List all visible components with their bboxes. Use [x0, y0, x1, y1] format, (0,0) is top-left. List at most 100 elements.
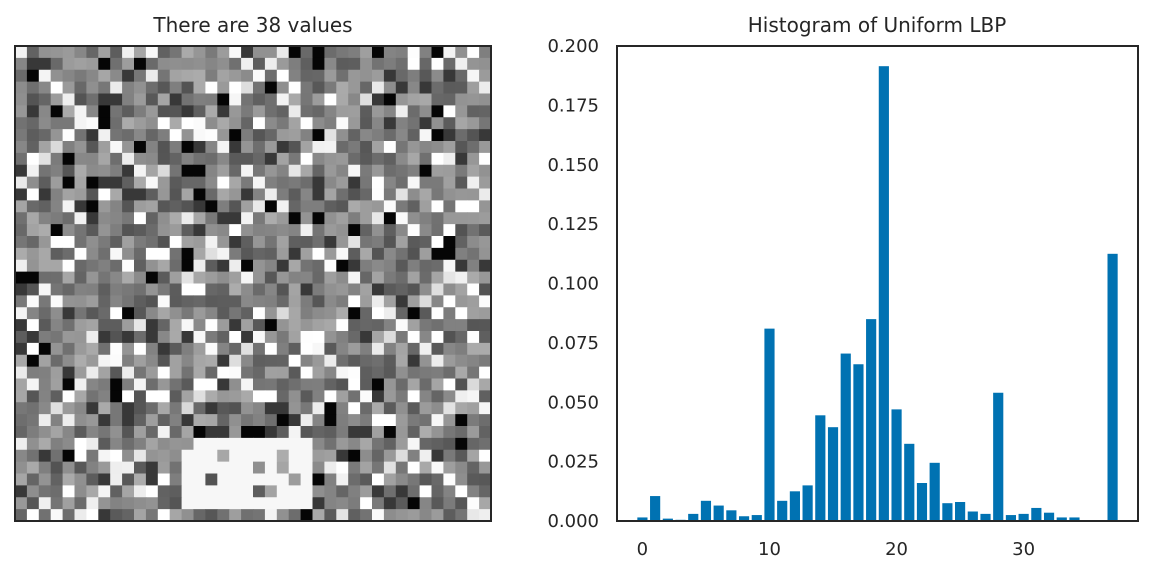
lbp-pixel — [169, 93, 183, 106]
histogram-panel: Histogram of Uniform LBP 0.0000.0250.050… — [547, 13, 1139, 560]
lbp-pixel — [443, 437, 456, 451]
lbp-pixel — [134, 390, 147, 403]
histogram-bar — [967, 511, 978, 521]
lbp-pixel — [74, 224, 87, 237]
lbp-pixel — [431, 319, 444, 332]
lbp-pixel — [181, 259, 194, 273]
lbp-pixel — [241, 164, 254, 178]
histogram-bar — [662, 518, 673, 522]
lbp-pixel — [336, 437, 349, 451]
lbp-pixel — [276, 378, 290, 391]
lbp-pixel — [145, 319, 159, 332]
lbp-pixel — [431, 461, 444, 475]
lbp-pixel — [419, 105, 432, 118]
lbp-pixel — [157, 283, 171, 296]
lbp-pixel — [181, 342, 194, 356]
lbp-pixel — [110, 354, 123, 368]
lbp-pixel — [455, 402, 468, 415]
lbp-pixel — [217, 271, 230, 285]
lbp-pixel — [205, 188, 218, 201]
lbp-pixel — [348, 366, 361, 380]
lbp-pixel — [467, 271, 480, 285]
lbp-pixel — [74, 176, 87, 190]
lbp-pixel — [467, 152, 480, 166]
lbp-pixel — [110, 93, 123, 106]
lbp-pixel — [110, 46, 123, 59]
lbp-pixel — [74, 366, 87, 380]
lbp-pixel — [86, 57, 99, 71]
lbp-pixel — [407, 319, 421, 332]
lbp-pixel — [372, 212, 385, 225]
lbp-pixel — [169, 378, 183, 391]
lbp-pixel — [241, 259, 254, 273]
lbp-pixel — [86, 46, 99, 59]
lbp-pixel — [110, 69, 123, 83]
lbp-pixel — [26, 188, 40, 201]
lbp-pixel — [324, 437, 337, 451]
lbp-pixel — [74, 331, 87, 344]
lbp-pixel — [122, 212, 135, 225]
lbp-pixel — [419, 224, 432, 237]
lbp-pixel — [15, 283, 28, 296]
lbp-pixel — [419, 295, 432, 308]
lbp-pixel — [50, 354, 64, 368]
lbp-pixel — [38, 366, 52, 380]
lbp-pixel — [15, 354, 28, 368]
lbp-pixel — [407, 236, 421, 249]
lbp-pixel — [98, 414, 111, 427]
lbp-pixel — [145, 176, 159, 190]
lbp-pixel — [169, 366, 183, 380]
lbp-pixel — [264, 319, 278, 332]
lbp-pixel — [50, 426, 64, 439]
lbp-pixel — [15, 331, 28, 344]
lbp-pixel — [134, 283, 147, 296]
lbp-pixel — [253, 497, 266, 510]
lbp-pixel — [134, 117, 147, 130]
lbp-pixel — [98, 212, 111, 225]
lbp-pixel — [98, 259, 111, 273]
lbp-pixel — [74, 319, 87, 332]
lbp-pixel — [169, 426, 183, 439]
lbp-pixel — [38, 46, 52, 59]
lbp-pixel — [300, 259, 313, 273]
lbp-pixel — [229, 378, 242, 391]
lbp-pixel — [26, 307, 40, 320]
histogram-bar — [713, 505, 724, 521]
lbp-pixel — [360, 224, 373, 237]
histogram-bar — [802, 485, 813, 522]
histogram-bar — [650, 496, 661, 521]
lbp-pixel — [431, 378, 444, 391]
lbp-pixel — [264, 402, 278, 415]
lbp-pixel — [122, 485, 135, 498]
lbp-pixel — [26, 236, 40, 249]
lbp-pixel — [26, 342, 40, 356]
lbp-pixel — [122, 271, 135, 285]
lbp-pixel — [372, 247, 385, 261]
lbp-pixel — [455, 319, 468, 332]
lbp-pixel — [372, 81, 385, 95]
lbp-pixel — [372, 485, 385, 498]
lbp-pixel — [217, 331, 230, 344]
lbp-pixel — [276, 295, 290, 308]
lbp-pixel — [169, 188, 183, 201]
lbp-pixel — [229, 402, 242, 415]
lbp-pixel — [348, 271, 361, 285]
lbp-pixel — [479, 176, 492, 190]
lbp-pixel — [15, 152, 28, 166]
lbp-pixel — [205, 354, 218, 368]
lbp-pixel — [395, 307, 409, 320]
lbp-pixel — [383, 414, 397, 427]
lbp-pixel — [86, 414, 99, 427]
lbp-pixel — [372, 509, 385, 522]
lbp-pixel — [122, 307, 135, 320]
lbp-pixel — [241, 449, 254, 463]
lbp-pixel — [62, 164, 75, 178]
lbp-pixel — [38, 449, 52, 463]
lbp-pixel — [395, 117, 409, 130]
lbp-pixel — [288, 390, 302, 403]
lbp-pixel — [241, 200, 254, 213]
lbp-pixel — [74, 236, 87, 249]
lbp-pixel — [443, 354, 456, 368]
lbp-pixel — [419, 200, 432, 213]
lbp-pixel — [276, 331, 290, 344]
